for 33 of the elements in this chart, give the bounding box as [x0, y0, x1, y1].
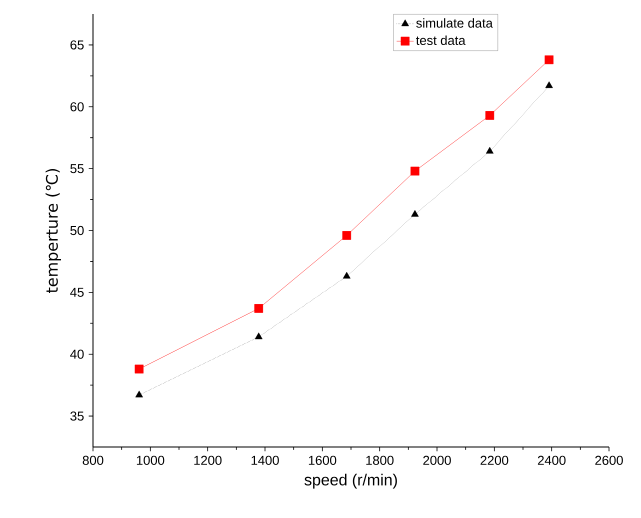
x-tick-label: 2200 [480, 456, 508, 465]
point [254, 304, 264, 313]
x-tick-label: 1800 [366, 456, 394, 465]
point [342, 231, 352, 240]
point [135, 390, 143, 398]
x-tick-label: 1000 [136, 456, 164, 465]
point [411, 210, 419, 217]
x-axis-title: speed (r/min) [304, 474, 397, 489]
point [545, 81, 553, 88]
point [486, 146, 494, 154]
y-tick-label: 50 [70, 226, 84, 236]
y-tick-label: 45 [70, 288, 84, 297]
y-tick-label: 65 [70, 40, 84, 50]
x-tick-label: 1200 [194, 456, 222, 465]
y-tick-label: 35 [70, 411, 84, 421]
point [134, 364, 144, 374]
point [254, 332, 263, 340]
x-tick-label: 1600 [308, 456, 336, 465]
y-tick-label: 60 [70, 102, 84, 112]
point [410, 166, 420, 176]
y-tick-label: 40 [70, 350, 84, 359]
legend-label: test data [416, 35, 466, 45]
legend-label: simulate data [416, 18, 493, 28]
y-tick-label: 55 [70, 164, 84, 174]
x-tick-label: 2600 [595, 456, 623, 465]
y-axis-title: temperture (℃) [46, 168, 61, 293]
x-tick-label: 2400 [538, 456, 566, 465]
point [485, 111, 494, 120]
x-tick-label: 2000 [423, 456, 451, 465]
x-tick-label: 1400 [252, 456, 279, 465]
x-tick-label: 800 [82, 456, 104, 465]
point [544, 55, 554, 64]
point [342, 272, 351, 279]
